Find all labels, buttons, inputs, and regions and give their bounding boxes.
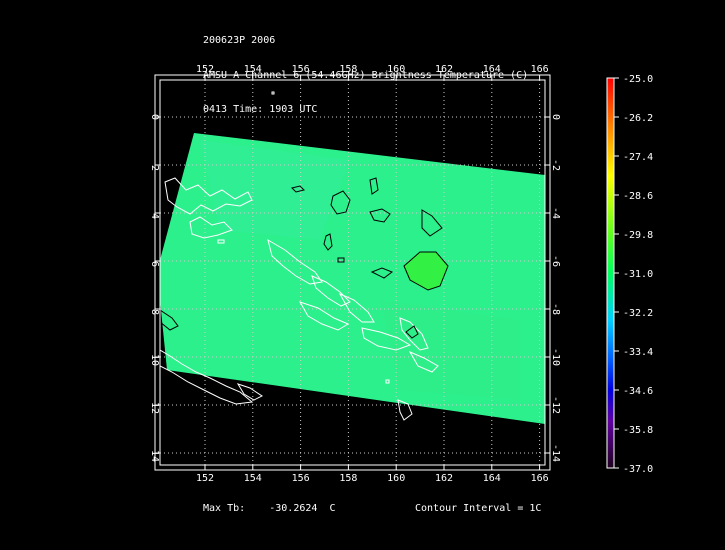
contour-5 — [421, 209, 443, 237]
coastline-new-britain — [164, 177, 253, 215]
lat-label-right: -14 — [550, 444, 561, 462]
coastline-layer — [160, 91, 439, 421]
coastline-small-islet-1 — [271, 91, 275, 95]
lat-label-right: -8 — [550, 303, 561, 315]
lon-label-bottom: 166 — [531, 473, 549, 484]
lat-label-left: 0 — [149, 114, 160, 120]
coastline-bougainville — [267, 238, 323, 285]
colorbar-label: -27.4 — [623, 152, 653, 163]
contour-1 — [330, 190, 351, 215]
header-time: 0413 Time: 1903 UTC — [203, 104, 318, 115]
colorbar-label: -34.6 — [623, 386, 653, 397]
lon-label-top: 158 — [339, 64, 357, 75]
lat-label-left: -4 — [149, 207, 160, 219]
lon-labels-bottom: 152 154 156 158 160 162 164 166 — [196, 473, 549, 484]
coastline-malaita — [399, 317, 429, 351]
lat-label-right: 0 — [550, 114, 561, 120]
lat-labels-right: 0 -2 -4 -6 -8 -10 -12 -14 — [550, 114, 561, 462]
colorbar-label: -35.8 — [623, 425, 653, 436]
colorbar-labels: -25.0 -26.2 -27.4 -28.6 -29.8 -31.0 -32.2 -33.4… — [614, 74, 653, 475]
max-tb-value: -30.2624 — [269, 503, 318, 514]
coastline-louisiade — [236, 383, 263, 401]
lat-label-right: -2 — [550, 159, 561, 171]
map-frame-outer — [154, 74, 551, 471]
lon-label-top: 164 — [483, 64, 501, 75]
contour-2 — [291, 185, 305, 193]
lon-label-bottom: 152 — [196, 473, 214, 484]
lon-label-bottom: 158 — [339, 473, 357, 484]
colorbar-label: -29.8 — [623, 230, 653, 241]
contour-10 — [160, 309, 179, 331]
swath-layer — [160, 133, 545, 424]
lon-label-top: 166 — [531, 64, 549, 75]
contour-3 — [369, 177, 379, 195]
coastline-santa-isabel — [338, 292, 375, 323]
lat-label-left: -14 — [149, 444, 160, 462]
colorbar-label: -26.2 — [623, 113, 653, 124]
max-tb-label: Max Tb: — [203, 503, 246, 514]
lon-label-bottom: 160 — [387, 473, 405, 484]
lon-label-top: 162 — [435, 64, 453, 75]
axis-ticks — [155, 75, 550, 470]
lon-label-top: 154 — [244, 64, 262, 75]
lat-label-left: -10 — [149, 348, 160, 366]
contour-9 — [405, 325, 419, 339]
lon-labels-top: 152 154 156 158 160 162 164 166 — [196, 64, 549, 75]
contour-7 — [370, 267, 394, 279]
lat-labels-left: 0 -2 -4 -6 -8 -10 -12 -14 — [149, 114, 160, 462]
lat-label-right: -6 — [550, 255, 561, 267]
coastline-new-ireland — [189, 216, 233, 239]
lon-label-top: 152 — [196, 64, 214, 75]
lat-label-right: -10 — [550, 348, 561, 366]
lon-label-bottom: 156 — [292, 473, 310, 484]
colorbar — [606, 77, 615, 469]
swath-shading-2 — [380, 300, 520, 400]
lon-label-bottom: 162 — [435, 473, 453, 484]
lat-label-left: -8 — [149, 303, 160, 315]
contour-4 — [369, 208, 391, 223]
map-frame-inner — [159, 79, 546, 466]
coastline-new-guinea-tip — [160, 349, 254, 405]
max-tb-readout: Max Tb: -30.2624 C — [203, 503, 336, 514]
contour-interval: Contour Interval = 1C — [415, 503, 542, 514]
colorbar-label: -25.0 — [623, 74, 653, 85]
lat-label-left: -2 — [149, 159, 160, 171]
lon-label-top: 156 — [292, 64, 310, 75]
lat-label-left: -6 — [149, 255, 160, 267]
coastline-santa-cruz — [397, 399, 413, 421]
colorbar-label: -31.0 — [623, 269, 653, 280]
coastline-makira — [408, 350, 439, 373]
colorbar-label: -37.0 — [623, 464, 653, 475]
lat-lon-grid — [160, 80, 545, 465]
coastline-small-islet-2 — [217, 239, 225, 244]
lat-label-left: -12 — [149, 396, 160, 414]
contour-6 — [403, 251, 449, 291]
lon-label-top: 160 — [387, 64, 405, 75]
colorbar-label: -32.2 — [623, 308, 653, 319]
lat-label-right: -4 — [550, 207, 561, 219]
contour-layer — [160, 177, 449, 339]
header-storm-id: 200623P 2006 — [203, 35, 276, 46]
contour-8 — [323, 233, 333, 251]
coastline-guadalcanal — [361, 327, 412, 351]
lon-label-bottom: 154 — [244, 473, 262, 484]
colorbar-label: -28.6 — [623, 191, 653, 202]
max-tb-unit: C — [329, 503, 336, 514]
coastline-small-islet-3 — [385, 379, 390, 384]
coastline-new-georgia — [298, 301, 350, 331]
contour-11 — [337, 257, 345, 263]
colorbar-label: -33.4 — [623, 347, 653, 358]
lon-label-bottom: 164 — [483, 473, 501, 484]
lat-label-right: -12 — [550, 396, 561, 414]
